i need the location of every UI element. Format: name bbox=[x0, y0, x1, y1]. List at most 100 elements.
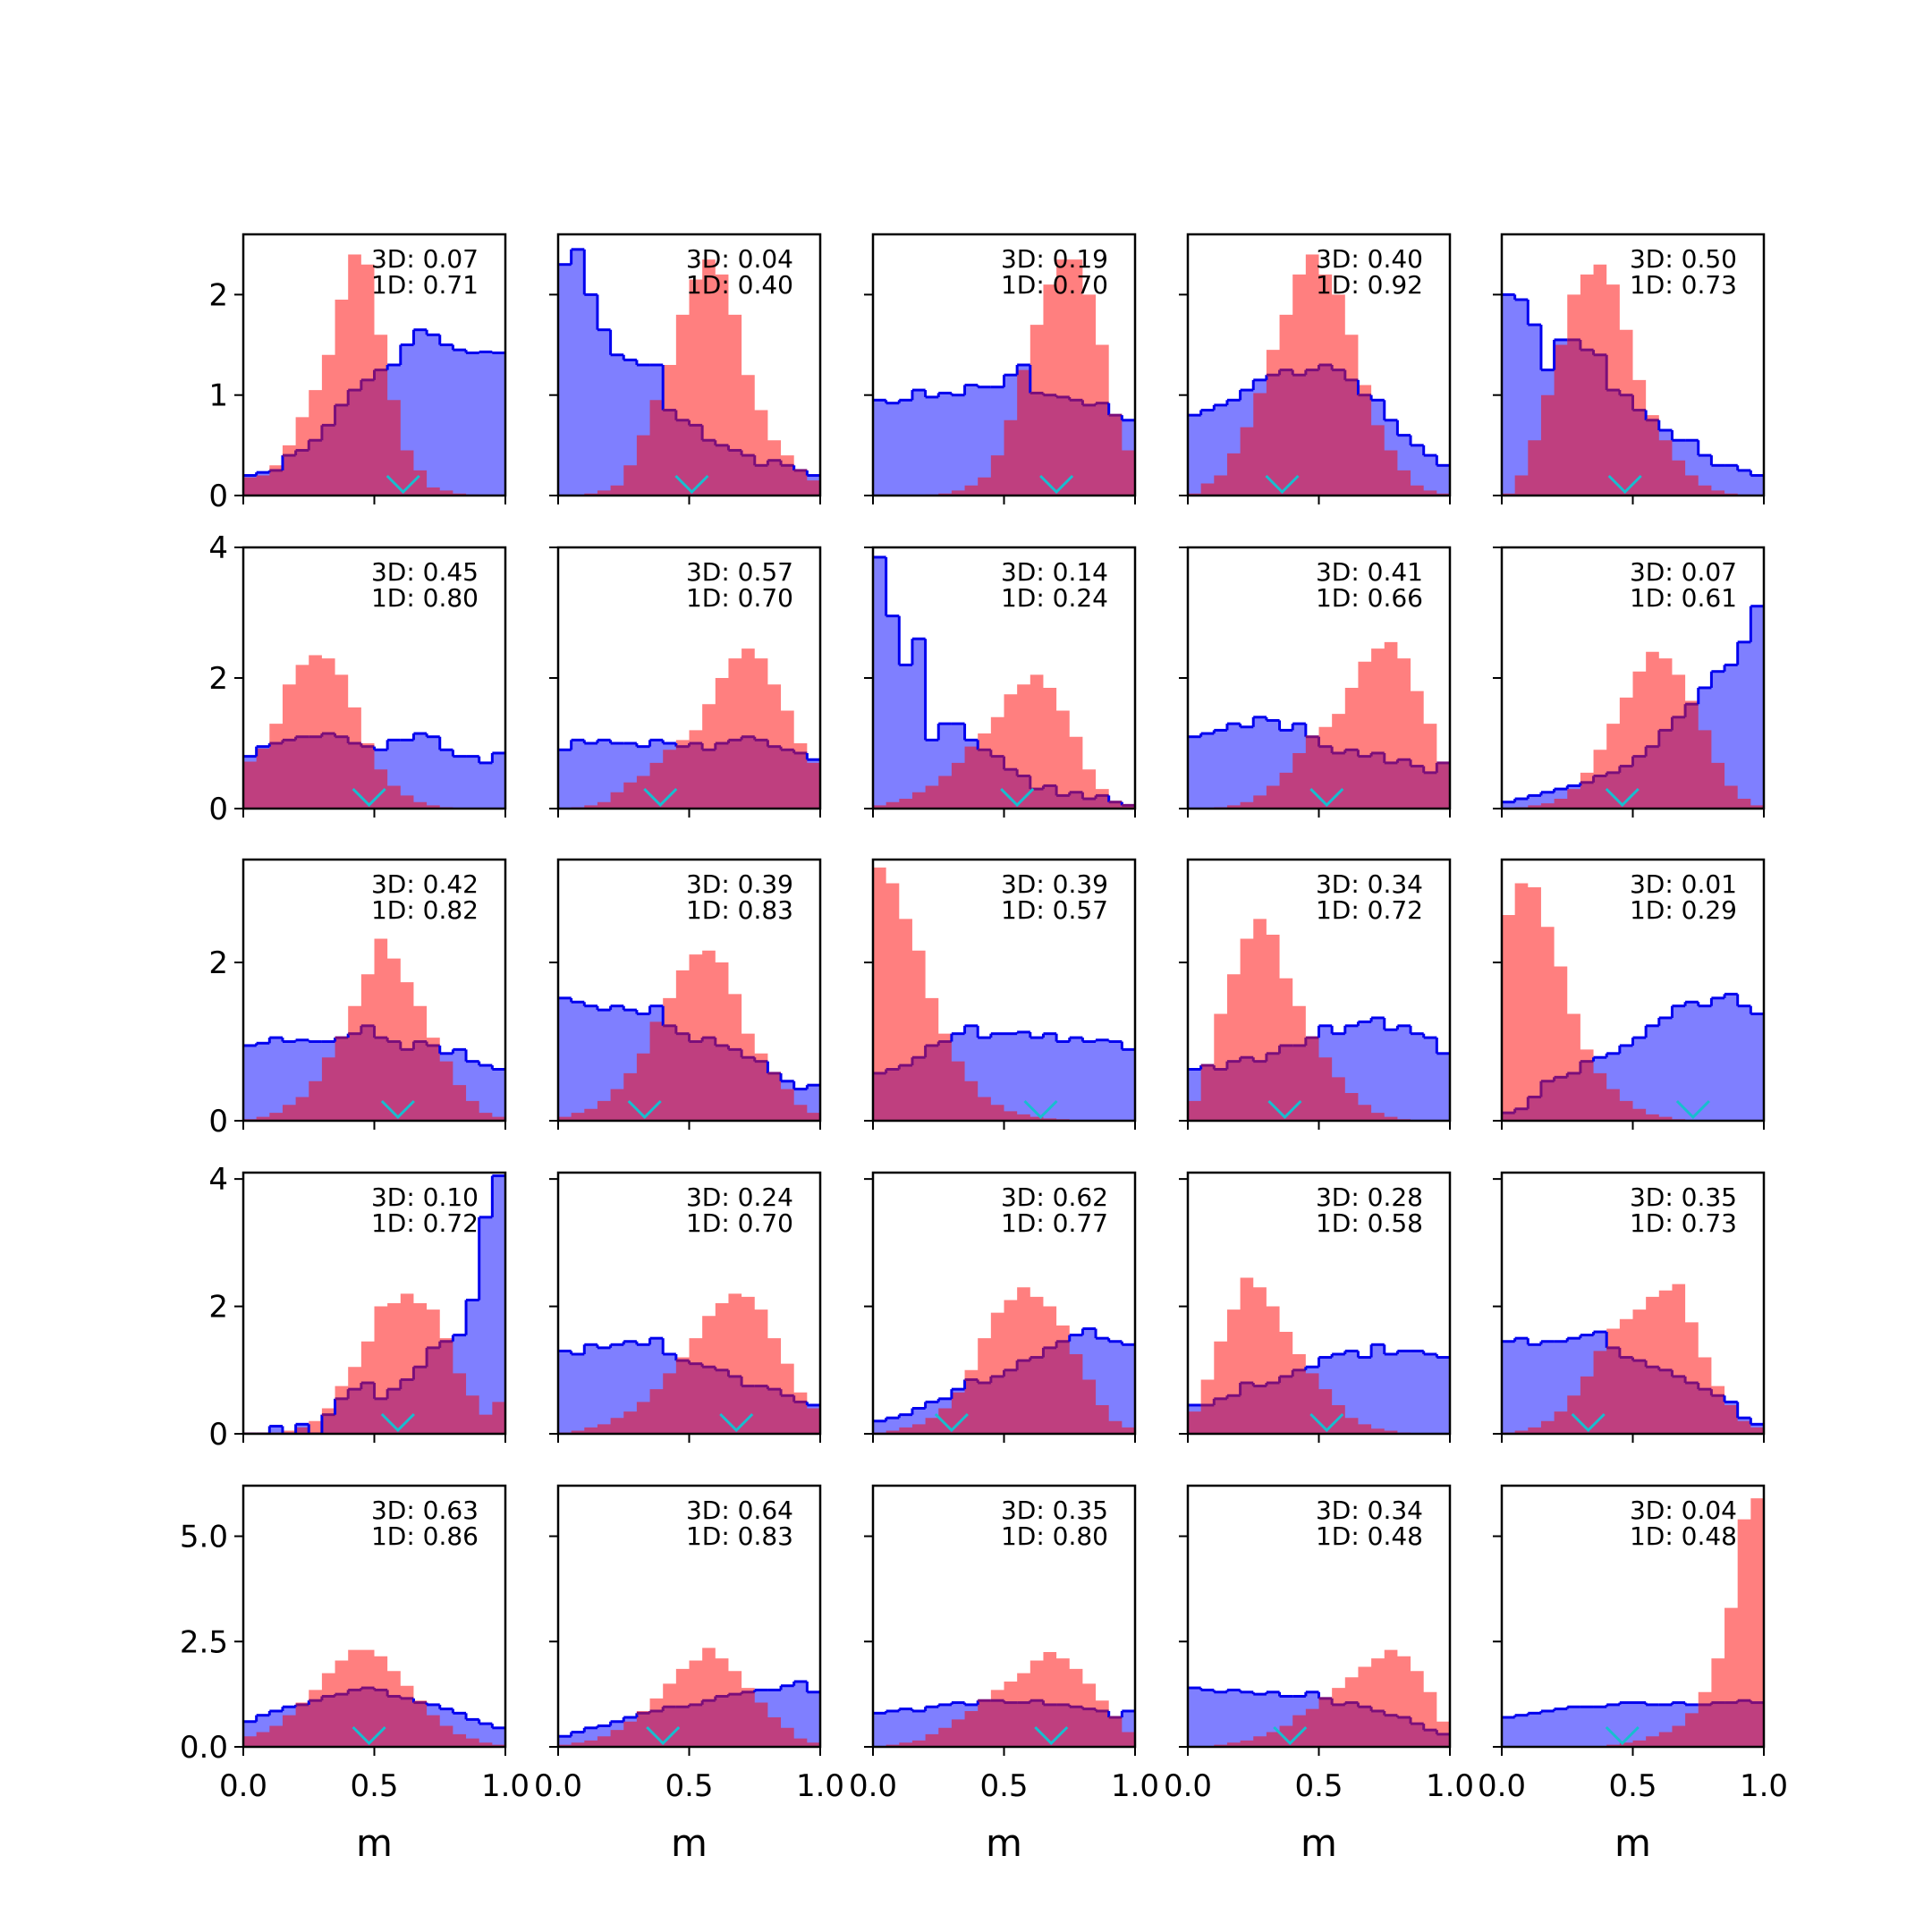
panel-plot-area bbox=[558, 1293, 820, 1434]
blue-histogram-fill bbox=[873, 556, 1135, 809]
panel-plot-area bbox=[1188, 641, 1450, 809]
y-tick-label: 2 bbox=[208, 661, 228, 697]
annotation-1d: 1D: 0.86 bbox=[371, 1521, 479, 1551]
x-tick-label: 0.5 bbox=[350, 1768, 398, 1804]
annotation-1d: 1D: 0.24 bbox=[1001, 583, 1108, 613]
marker-chevron bbox=[646, 1725, 681, 1746]
marker-chevron bbox=[380, 1099, 415, 1120]
y-tick-label: 0.0 bbox=[180, 1730, 228, 1766]
marker-chevron bbox=[627, 1099, 662, 1120]
marker-chevron bbox=[934, 1412, 969, 1433]
panel-plot-area bbox=[873, 1287, 1135, 1434]
red-histogram-fill bbox=[243, 1649, 505, 1747]
panel-plot-area bbox=[1502, 1284, 1764, 1434]
marker-chevron bbox=[1309, 787, 1344, 808]
annotation-1d: 1D: 0.70 bbox=[1001, 270, 1108, 300]
x-tick-label: 1.0 bbox=[481, 1768, 530, 1804]
red-histogram-fill bbox=[558, 259, 820, 496]
annotation-1d: 1D: 0.66 bbox=[1316, 583, 1423, 613]
marker-chevron bbox=[1273, 1725, 1308, 1746]
x-tick-label: 1.0 bbox=[796, 1768, 844, 1804]
x-tick-label: 0.0 bbox=[219, 1768, 267, 1804]
annotation-3d: 3D: 0.40 bbox=[1316, 244, 1423, 274]
annotation-3d: 3D: 0.45 bbox=[371, 557, 479, 587]
x-tick-label: 0.0 bbox=[534, 1768, 582, 1804]
marker-chevron bbox=[352, 1725, 386, 1746]
panel-plot-area bbox=[243, 1649, 505, 1747]
annotation-3d: 3D: 0.01 bbox=[1630, 869, 1737, 899]
marker-chevron bbox=[1571, 1412, 1606, 1433]
annotation-1d: 1D: 0.48 bbox=[1316, 1521, 1423, 1551]
panel-plot-area bbox=[873, 259, 1135, 496]
annotation-3d: 3D: 0.35 bbox=[1001, 1496, 1108, 1525]
x-tick-label: 0.0 bbox=[849, 1768, 897, 1804]
panel-plot-area bbox=[243, 1174, 505, 1434]
annotation-1d: 1D: 0.72 bbox=[1316, 895, 1423, 925]
annotation-3d: 3D: 0.04 bbox=[686, 244, 793, 274]
red-histogram-fill bbox=[1188, 1649, 1450, 1747]
annotation-1d: 1D: 0.83 bbox=[686, 895, 793, 925]
annotation-1d: 1D: 0.58 bbox=[1316, 1208, 1423, 1238]
annotation-3d: 3D: 0.28 bbox=[1316, 1182, 1423, 1212]
panel-plot-area bbox=[558, 248, 820, 496]
annotation-3d: 3D: 0.57 bbox=[686, 557, 793, 587]
x-axis-label: m bbox=[1301, 1821, 1337, 1865]
panel-plot-area bbox=[1188, 1277, 1450, 1434]
y-tick-label: 2 bbox=[208, 1290, 228, 1326]
marker-chevron bbox=[380, 1412, 415, 1433]
panel-plot-area bbox=[1502, 883, 1764, 1121]
annotation-3d: 3D: 0.39 bbox=[686, 869, 793, 899]
annotation-1d: 1D: 0.70 bbox=[686, 1208, 793, 1238]
y-tick-label: 0 bbox=[208, 1417, 228, 1453]
annotation-3d: 3D: 0.39 bbox=[1001, 869, 1108, 899]
annotation-1d: 1D: 0.80 bbox=[1001, 1521, 1108, 1551]
marker-chevron bbox=[674, 474, 709, 495]
x-axis-label: m bbox=[671, 1821, 708, 1865]
x-tick-label: 0.5 bbox=[665, 1768, 713, 1804]
annotation-1d: 1D: 0.71 bbox=[371, 270, 479, 300]
panel-plot-area bbox=[243, 938, 505, 1121]
x-tick-label: 0.0 bbox=[1164, 1768, 1212, 1804]
panel-plot-area bbox=[558, 950, 820, 1121]
red-histogram-fill bbox=[873, 259, 1135, 496]
x-tick-label: 0.5 bbox=[1294, 1768, 1343, 1804]
annotation-1d: 1D: 0.82 bbox=[371, 895, 479, 925]
annotation-1d: 1D: 0.80 bbox=[371, 583, 479, 613]
panel-plot-area bbox=[243, 655, 505, 809]
panel-plot-area bbox=[873, 867, 1135, 1121]
annotation-3d: 3D: 0.07 bbox=[371, 244, 479, 274]
y-tick-label: 2.5 bbox=[180, 1624, 228, 1660]
x-tick-label: 1.0 bbox=[1740, 1768, 1788, 1804]
red-histogram-fill bbox=[873, 867, 1135, 1121]
annotation-3d: 3D: 0.42 bbox=[371, 869, 479, 899]
marker-chevron bbox=[1034, 1725, 1069, 1746]
annotation-3d: 3D: 0.10 bbox=[371, 1182, 479, 1212]
blue-histogram-fill bbox=[558, 249, 820, 496]
annotation-3d: 3D: 0.62 bbox=[1001, 1182, 1108, 1212]
y-tick-label: 0 bbox=[208, 479, 228, 514]
x-tick-label: 0.5 bbox=[1608, 1768, 1657, 1804]
red-histogram-fill bbox=[243, 1293, 505, 1434]
annotation-3d: 3D: 0.41 bbox=[1316, 557, 1423, 587]
annotation-3d: 3D: 0.34 bbox=[1316, 869, 1423, 899]
panel-plot-area bbox=[1502, 605, 1764, 809]
annotation-1d: 1D: 0.29 bbox=[1630, 895, 1737, 925]
annotation-1d: 1D: 0.83 bbox=[686, 1521, 793, 1551]
marker-chevron bbox=[352, 787, 386, 808]
